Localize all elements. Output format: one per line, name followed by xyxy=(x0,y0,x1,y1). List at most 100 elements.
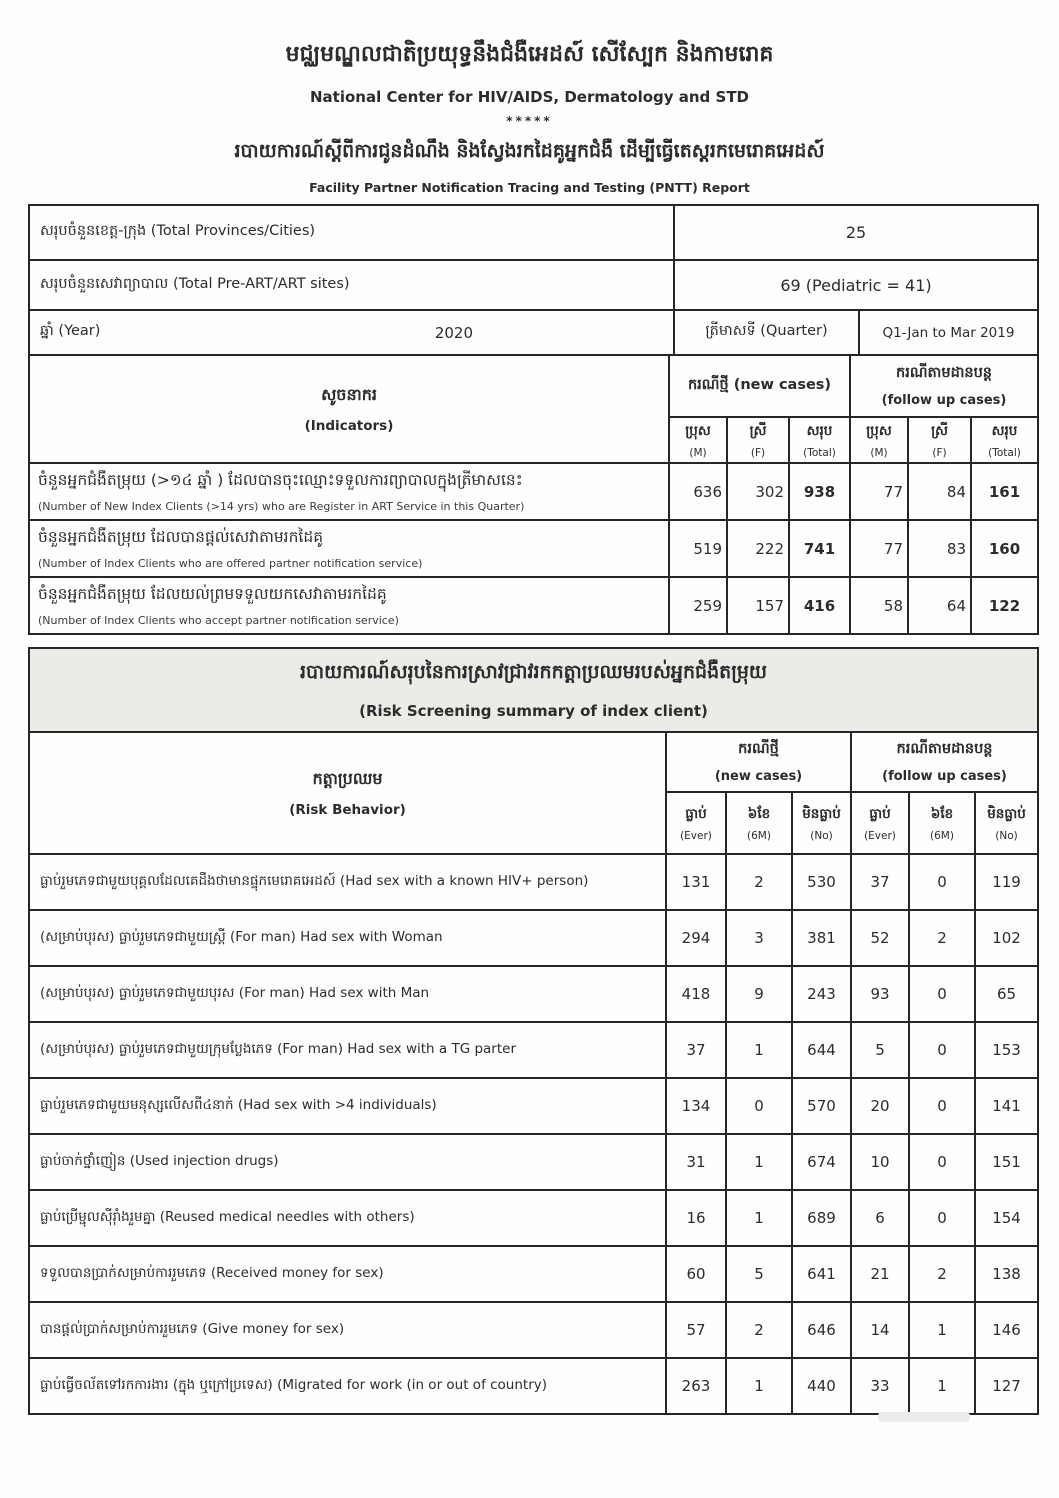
value-cell: 84 xyxy=(907,462,973,521)
value-cell: 0 xyxy=(908,1133,976,1191)
value-cell: 14 xyxy=(850,1301,910,1359)
report-title-english: Facility Partner Notification Tracing an… xyxy=(309,180,750,195)
value-cell: 646 xyxy=(791,1301,852,1359)
risk-row-label: (សម្រាប់បុរស) ធ្លាប់រួមភេទជាមួយស្ត្រី (F… xyxy=(28,909,667,967)
risk-behavior-header-cell: កត្តាប្រឈម (Risk Behavior) xyxy=(28,731,667,855)
value-cell: 134 xyxy=(665,1077,727,1135)
risk-new-cases-khmer: ករណីថ្មី xyxy=(738,741,779,757)
indicators-header-english: (Indicators) xyxy=(304,418,394,434)
value-cell: 151 xyxy=(973,1133,1040,1191)
follow-up-english: (follow up cases) xyxy=(881,393,1007,408)
value-cell: 302 xyxy=(726,462,790,521)
risk-group-header-row: កត្តាប្រឈម (Risk Behavior) ករណីថ្មី (new… xyxy=(28,731,1040,855)
risk-row: ធ្លាប់ប្រើម្ជុលស៊ីរ៉ាំងរួមគ្នា (Reused m… xyxy=(28,1189,1040,1247)
value-cell: 161 xyxy=(970,462,1040,521)
risk-row: (សម្រាប់បុរស) ធ្លាប់រួមភេទជាមួយបុរស (For… xyxy=(28,965,1040,1023)
table-row: ឆ្នាំ (Year) 2020 ត្រីមាសទី (Quarter) Q1… xyxy=(28,309,1040,356)
org-title-khmer: មជ្ឈមណ្ឌលជាតិប្រយុទ្ធនឹងជំងឺអេដស៍ សើស្បែ… xyxy=(285,42,774,67)
risk-title-khmer: របាយការណ៍សរុបនៃការស្រាវជ្រាវរកកត្តាប្រឈម… xyxy=(300,661,768,683)
value-cell: 60 xyxy=(665,1245,727,1303)
value-cell: 64 xyxy=(907,576,973,635)
value-cell: 16 xyxy=(665,1189,727,1247)
total-sites-value: 69 (Pediatric = 41) xyxy=(672,259,1040,311)
year-cell: ឆ្នាំ (Year) 2020 xyxy=(28,309,675,356)
value-cell: 0 xyxy=(908,853,976,911)
value-cell: 1 xyxy=(725,1021,793,1079)
indicator-label-english: (Number of New Index Clients (>14 yrs) w… xyxy=(38,500,525,513)
value-cell: 2 xyxy=(725,1301,793,1359)
year-label: ឆ្នាំ (Year) xyxy=(40,323,101,339)
risk-section-title-row: របាយការណ៍សរុបនៃការស្រាវជ្រាវរកកត្តាប្រឈម… xyxy=(27,647,1040,733)
quarter-label: ត្រីមាសទី (Quarter) xyxy=(673,309,860,356)
value-cell: 131 xyxy=(665,853,727,911)
follow-up-khmer: ករណីតាមដានបន្ត xyxy=(896,365,992,381)
value-cell: 65 xyxy=(973,965,1040,1023)
value-cell: 37 xyxy=(665,1021,727,1079)
risk-row: ធ្លាប់ចាក់ថ្នាំញៀន (Used injection drugs… xyxy=(28,1133,1040,1191)
indicator-row: ចំនួនអ្នកជំងឺតម្រុយ (>១៤ ឆ្នាំ ) ដែលបានច… xyxy=(28,462,1040,521)
indicator-row: ចំនួនអ្នកជំងឺតម្រុយ ដែលបានផ្តល់សេវាតាមរក… xyxy=(28,519,1040,578)
col-header-female-follow: ស្រី (F) xyxy=(907,416,973,464)
risk-row-label: (សម្រាប់បុរស) ធ្លាប់រួមភេទជាមួយបុរស (For… xyxy=(28,965,667,1023)
risk-behavior-english: (Risk Behavior) xyxy=(289,802,406,818)
risk-screening-table: របាយការណ៍សរុបនៃការស្រាវជ្រាវរកកត្តាប្រឈម… xyxy=(27,647,1040,1415)
indicator-label-khmer: ចំនួនអ្នកជំងឺតម្រុយ ដែលយល់ព្រមទទួលយកសេវា… xyxy=(38,585,387,603)
year-value: 2020 xyxy=(434,323,473,342)
risk-row-label: ធ្លាប់ធ្វើចល័តទៅរកការងារ (ក្នុង ឬក្រៅប្រ… xyxy=(28,1357,667,1415)
value-cell: 58 xyxy=(849,576,910,635)
value-cell: 674 xyxy=(791,1133,852,1191)
risk-title-english: (Risk Screening summary of index client) xyxy=(359,702,708,720)
report-title-khmer: របាយការណ៍ស្តីពីការជូនដំណឹង និងស្វែងរកដៃគ… xyxy=(234,140,825,162)
value-cell: 127 xyxy=(973,1357,1040,1415)
value-cell: 3 xyxy=(725,909,793,967)
value-cell: 138 xyxy=(973,1245,1040,1303)
value-cell: 21 xyxy=(850,1245,910,1303)
col-header-male-follow: ប្រុស (M) xyxy=(849,416,910,464)
value-cell: 636 xyxy=(668,462,728,521)
value-cell: 2 xyxy=(908,909,976,967)
risk-row: ធ្លាប់រួមភេទជាមួយមនុស្សលើសពី៤នាក់ (Had s… xyxy=(28,1077,1040,1135)
value-cell: 0 xyxy=(908,1189,976,1247)
value-cell: 33 xyxy=(850,1357,910,1415)
risk-row-label: (សម្រាប់បុរស) ធ្លាប់រួមភេទជាមួយក្រុមប្លែ… xyxy=(28,1021,667,1079)
value-cell: 0 xyxy=(908,1021,976,1079)
value-cell: 381 xyxy=(791,909,852,967)
risk-row: ធ្លាប់ធ្វើចល័តទៅរកការងារ (ក្នុង ឬក្រៅប្រ… xyxy=(28,1357,1040,1415)
total-provinces-value: 25 xyxy=(672,204,1040,261)
risk-row: បានផ្តល់ប្រាក់សម្រាប់ការរួមភេទ (Give mon… xyxy=(28,1301,1040,1359)
value-cell: 519 xyxy=(668,519,728,578)
value-cell: 37 xyxy=(850,853,910,911)
summary-info-table: សរុបចំនួនខេត្ត-ក្រុង (Total Provinces/Ci… xyxy=(28,204,1040,356)
indicator-label-khmer: ចំនួនអ្នកជំងឺតម្រុយ ដែលបានផ្តល់សេវាតាមរក… xyxy=(38,528,324,546)
value-cell: 1 xyxy=(725,1357,793,1415)
value-cell: 83 xyxy=(907,519,973,578)
col-header-ever-new: ធ្លាប់ (Ever) xyxy=(665,791,727,855)
risk-row: (សម្រាប់បុរស) ធ្លាប់រួមភេទជាមួយស្ត្រី (F… xyxy=(28,909,1040,967)
risk-row-label: ធ្លាប់ប្រើម្ជុលស៊ីរ៉ាំងរួមគ្នា (Reused m… xyxy=(28,1189,667,1247)
quarter-value: Q1-Jan to Mar 2019 xyxy=(857,309,1040,356)
col-header-6m-follow: ៦ខែ (6M) xyxy=(908,791,976,855)
star-separator: ***** xyxy=(506,114,553,128)
risk-sub-header-row: ធ្លាប់ (Ever) ៦ខែ (6M) មិនធ្លាប់ (No) ធ្លាប… xyxy=(29,791,1040,855)
value-cell: 294 xyxy=(665,909,727,967)
risk-new-cases-group-header: ករណីថ្មី (new cases) xyxy=(665,731,852,793)
scan-artifact xyxy=(878,1412,970,1422)
col-header-total-new: សរុប (Total) xyxy=(787,416,852,464)
table-row: សរុបចំនួនខេត្ត-ក្រុង (Total Provinces/Ci… xyxy=(28,204,1040,261)
value-cell: 31 xyxy=(665,1133,727,1191)
value-cell: 77 xyxy=(849,462,910,521)
value-cell: 5 xyxy=(725,1245,793,1303)
value-cell: 160 xyxy=(970,519,1040,578)
indicators-header-khmer: សូចនាករ xyxy=(321,385,377,404)
indicator-label: ចំនួនអ្នកជំងឺតម្រុយ (>១៤ ឆ្នាំ ) ដែលបានច… xyxy=(28,462,670,521)
value-cell: 157 xyxy=(726,576,790,635)
risk-follow-up-khmer: ករណីតាមដានបន្ត xyxy=(896,741,993,757)
indicator-label: ចំនួនអ្នកជំងឺតម្រុយ ដែលបានផ្តល់សេវាតាមរក… xyxy=(28,519,670,578)
risk-follow-up-group-header: ករណីតាមដានបន្ត (follow up cases) xyxy=(849,731,1040,793)
total-provinces-label: សរុបចំនួនខេត្ត-ក្រុង (Total Provinces/Ci… xyxy=(28,204,675,261)
col-header-male-new: ប្រុស (M) xyxy=(668,416,728,464)
risk-row-label: បានផ្តល់ប្រាក់សម្រាប់ការរួមភេទ (Give mon… xyxy=(28,1301,667,1359)
value-cell: 259 xyxy=(668,576,728,635)
risk-behavior-khmer: កត្តាប្រឈម xyxy=(312,769,383,788)
